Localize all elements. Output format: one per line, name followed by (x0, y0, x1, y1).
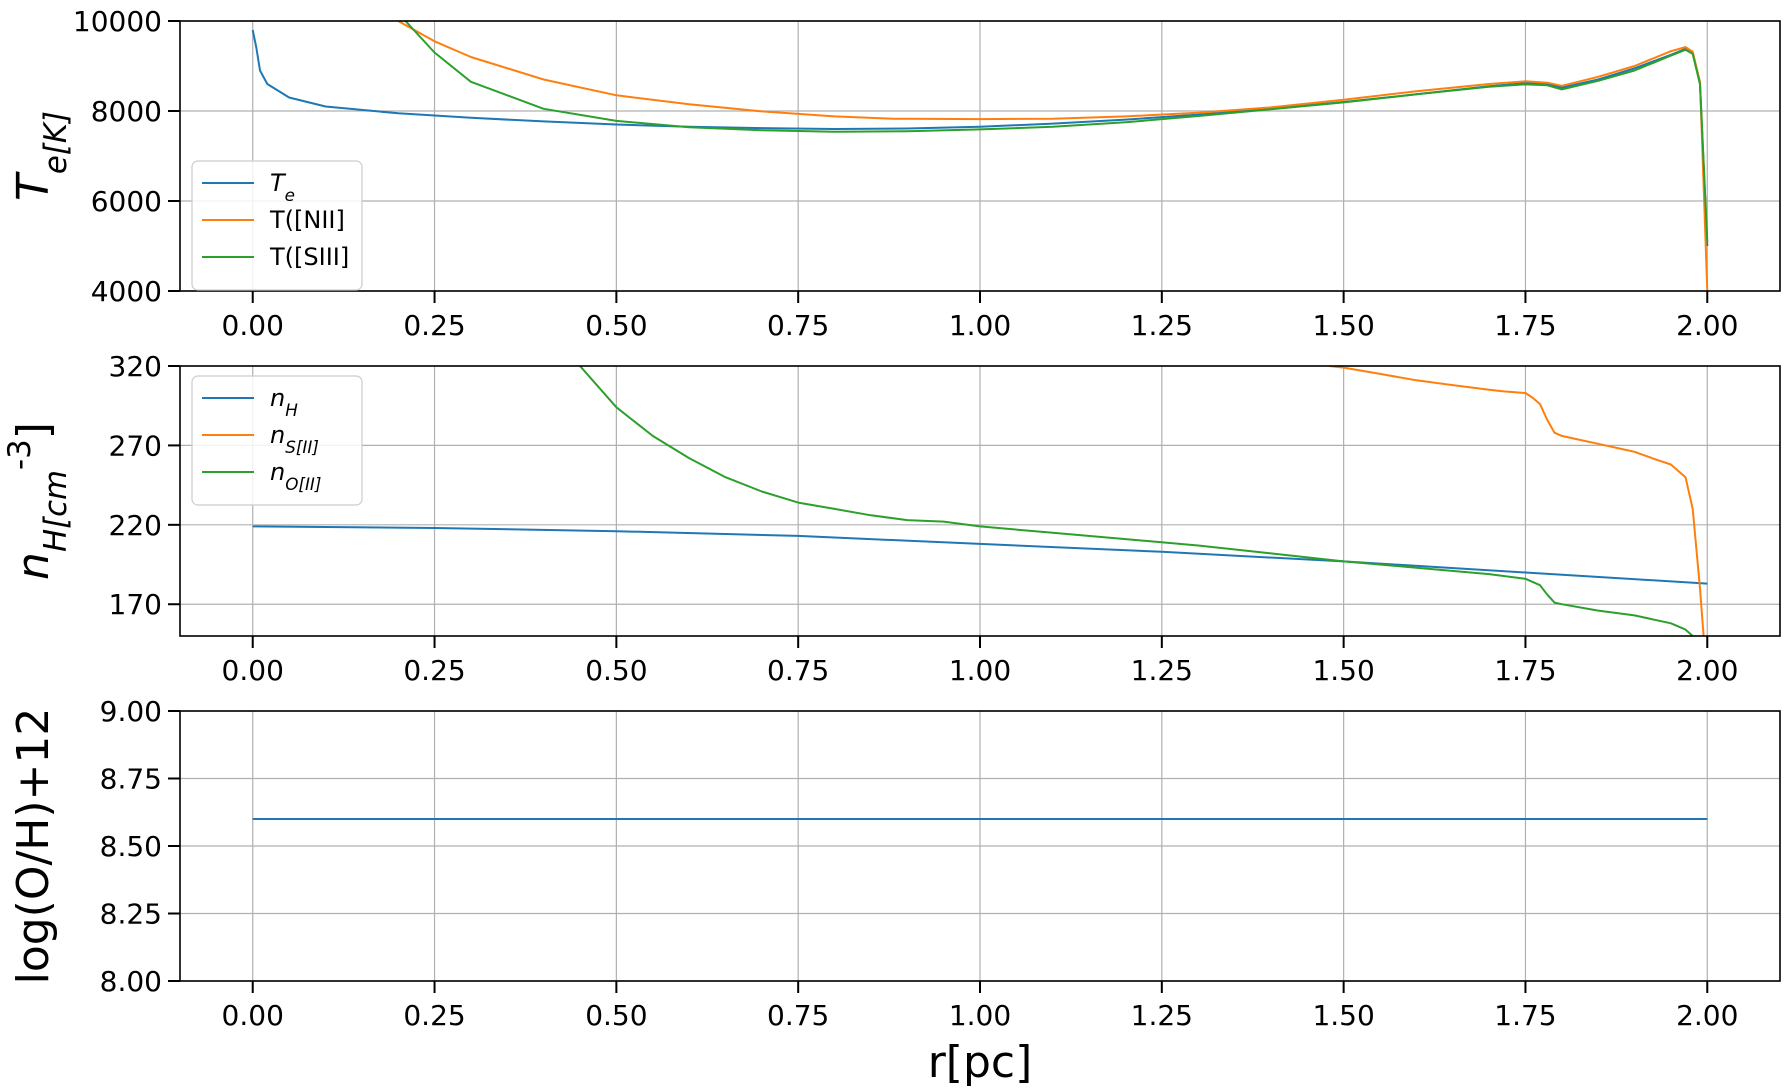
x-tick-label: 0.75 (767, 654, 829, 687)
y-tick-label: 4000 (91, 275, 162, 308)
x-tick-label: 2.00 (1676, 654, 1738, 687)
legend-entry: nS[II] (270, 421, 319, 457)
x-tick-label: 0.25 (403, 654, 465, 687)
y-tick-label: 170 (109, 588, 162, 621)
x-tick-label: 0.25 (403, 999, 465, 1032)
y-tick-label: 8.50 (100, 830, 162, 863)
x-tick-label: 1.75 (1494, 654, 1556, 687)
legend-entry: T([NII] (269, 206, 345, 234)
panel-1-legend: TeT([NII] T([SIII] (191, 160, 363, 291)
y-tick-label: 220 (109, 509, 162, 542)
y-tick-label: 6000 (91, 185, 162, 218)
panel-3: 0.00 0.25 0.50 0.75 1.00 1.25 1.50 1.75 2.00 8.00… (8, 695, 1781, 1088)
series-line-n-s-ii (1328, 366, 1705, 636)
series-line-t-e (251, 29, 1709, 247)
x-tick-label: 0.00 (222, 999, 284, 1032)
x-tick-label: 1.00 (949, 309, 1011, 342)
x-tick-label: 0.75 (767, 309, 829, 342)
x-tick-label: 0.50 (585, 654, 647, 687)
legend-entry: nH (270, 384, 298, 420)
x-tick-label: 0.75 (767, 999, 829, 1032)
x-tick-label: 1.25 (1131, 309, 1193, 342)
series-line-n-o-ii (579, 366, 1694, 636)
x-tick-label: 0.00 (222, 309, 284, 342)
y-tick-label: 8.00 (100, 965, 162, 998)
x-tick-label: 0.25 (403, 309, 465, 342)
x-tick-label: 0.00 (222, 654, 284, 687)
panel-1-y-axis-label: Te[K] (8, 111, 74, 201)
x-tick-label: 2.00 (1676, 309, 1738, 342)
y-tick-label: 320 (109, 350, 162, 383)
series-line-n-h (252, 525, 1708, 585)
legend-entry: Te (270, 169, 295, 205)
x-tick-label: 1.50 (1312, 309, 1374, 342)
y-tick-label: 270 (109, 429, 162, 462)
x-tick-label: 2.00 (1676, 999, 1738, 1032)
legend-entry: T([SIII] (269, 243, 349, 271)
x-tick-label: 1.00 (949, 999, 1011, 1032)
x-tick-label: 1.25 (1131, 999, 1193, 1032)
x-tick-label: 0.50 (585, 309, 647, 342)
series-line-t-siii (404, 21, 1709, 242)
y-tick-label: 9.00 (100, 695, 162, 728)
series-line-t-nii (397, 21, 1709, 291)
x-tick-label: 1.50 (1312, 999, 1374, 1032)
legend-entry: nO[II] (270, 458, 321, 494)
panel-1: 0.00 0.25 0.50 0.75 1.00 1.25 1.50 1.75 2.00 4000… (8, 5, 1781, 342)
x-tick-label: 1.00 (949, 654, 1011, 687)
x-tick-label: 1.25 (1131, 654, 1193, 687)
x-tick-label: 1.50 (1312, 654, 1374, 687)
x-tick-label: 0.50 (585, 999, 647, 1032)
panel-3-y-axis-label: log(O/H)+12 (8, 708, 59, 985)
x-axis-label: r[pc] (928, 1037, 1033, 1088)
panel-2-y-axis-label: nH[cm-3] (2, 422, 74, 580)
panel-2: 0.00 0.25 0.50 0.75 1.00 1.25 1.50 1.75 2.00 170 2… (2, 350, 1781, 687)
x-tick-label: 1.75 (1494, 999, 1556, 1032)
y-tick-label: 8000 (91, 95, 162, 128)
y-tick-label: 10000 (73, 5, 162, 38)
y-tick-label: 8.75 (100, 763, 162, 796)
y-tick-label: 8.25 (100, 898, 162, 931)
x-tick-label: 1.75 (1494, 309, 1556, 342)
